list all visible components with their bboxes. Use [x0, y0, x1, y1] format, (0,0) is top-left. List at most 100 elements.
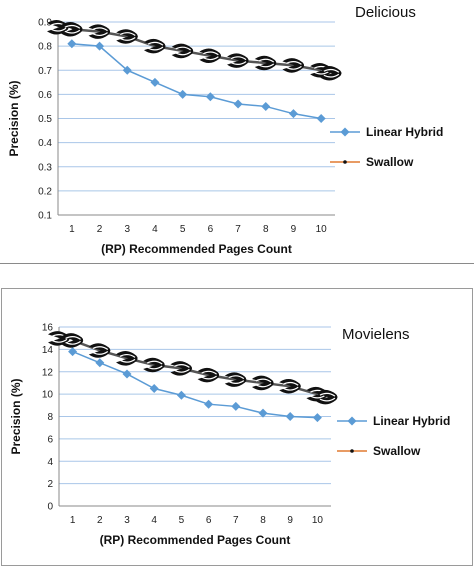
- legend-marker-linear-hybrid: [340, 127, 350, 137]
- data-point-swallow: [254, 55, 277, 71]
- data-point-linear-hybrid: [204, 399, 214, 409]
- x-tick-label: 6: [206, 515, 212, 526]
- y-tick-label: 4: [47, 457, 53, 468]
- chart-delicious: 0.1 0.2 0.3 0.4 0.5 0.6 0.7 0.8 0.9 1 2 3 4 5 6 7 8 9 10 (R…: [7, 4, 443, 256]
- x-tick-label: 10: [312, 515, 324, 526]
- data-point-swallow: [197, 367, 220, 383]
- data-point-linear-hybrid: [316, 114, 326, 123]
- data-point-swallow: [252, 375, 274, 391]
- data-point-linear-hybrid: [122, 65, 132, 75]
- x-tick-label: 5: [179, 515, 185, 526]
- data-point-swallow: [48, 331, 70, 346]
- x-axis-label: (RP) Recommended Pages Count: [101, 242, 292, 256]
- data-point-swallow: [199, 48, 221, 64]
- x-tick-label: 5: [180, 224, 186, 235]
- data-point-swallow: [171, 43, 194, 59]
- y-tick-label: 14: [42, 345, 54, 356]
- data-point-swallow: [282, 58, 304, 73]
- x-tick-label: 8: [263, 224, 269, 235]
- data-point-linear-hybrid: [258, 408, 268, 418]
- y-tick-label: 0.6: [38, 90, 52, 101]
- legend-label-swallow: Swallow: [366, 155, 414, 169]
- data-point-swallow: [116, 29, 138, 44]
- legend-label-linear-hybrid: Linear Hybrid: [366, 125, 443, 139]
- data-point-linear-hybrid: [122, 369, 132, 379]
- x-tick-label: 7: [233, 515, 239, 526]
- series-line-swallow: [71, 27, 322, 72]
- y-tick-label: 0.4: [38, 138, 52, 149]
- x-tick-label: 9: [287, 515, 293, 526]
- legend-label-swallow: Swallow: [373, 444, 421, 458]
- y-tick-label: 10: [42, 390, 54, 401]
- chart-panel-delicious: 0.1 0.2 0.3 0.4 0.5 0.6 0.7 0.8 0.9 1 2 3 4 5 6 7 8 9 10 (R…: [0, 0, 474, 262]
- data-point-linear-hybrid: [231, 401, 241, 411]
- x-tick-label: 2: [97, 515, 103, 526]
- data-point-swallow: [88, 343, 111, 358]
- panel-divider: [0, 263, 474, 264]
- series-line-swallow: [72, 339, 318, 396]
- data-point-linear-hybrid: [95, 358, 105, 368]
- legend-marker-linear-hybrid: [347, 416, 357, 426]
- data-point-swallow: [279, 379, 301, 394]
- data-point-swallow: [88, 24, 111, 39]
- data-point-swallow: [143, 357, 165, 373]
- y-tick-label: 6: [47, 434, 53, 445]
- y-axis-label: Precision (%): [7, 80, 21, 156]
- x-tick-label: 7: [235, 224, 241, 235]
- x-tick-label: 10: [316, 224, 328, 235]
- data-point-swallow: [224, 372, 247, 387]
- x-tick-label: 4: [152, 224, 158, 235]
- y-tick-label: 8: [47, 412, 53, 423]
- y-tick-label: 0.7: [38, 66, 52, 77]
- data-point-linear-hybrid: [149, 384, 159, 394]
- y-tick-label: 2: [47, 479, 53, 490]
- chart-title: Delicious: [355, 4, 416, 21]
- data-point-linear-hybrid: [233, 99, 243, 109]
- data-point-linear-hybrid: [261, 101, 271, 111]
- y-tick-label: 0: [47, 502, 53, 513]
- data-point-linear-hybrid: [67, 39, 77, 49]
- x-axis-label: (RP) Recommended Pages Count: [100, 533, 291, 547]
- legend-marker-swallow: [350, 449, 354, 453]
- y-tick-label: 0.5: [38, 114, 52, 125]
- y-tick-label: 0.8: [38, 42, 52, 53]
- data-point-linear-hybrid: [288, 109, 298, 119]
- data-point-linear-hybrid: [178, 89, 188, 99]
- x-tick-label: 1: [69, 224, 75, 235]
- data-point-swallow: [315, 389, 338, 405]
- legend-label-linear-hybrid: Linear Hybrid: [373, 414, 450, 428]
- data-point-linear-hybrid: [205, 92, 215, 102]
- data-point-swallow: [60, 21, 83, 37]
- y-tick-label: 0.2: [38, 186, 52, 197]
- data-point-swallow: [227, 53, 249, 68]
- x-tick-label: 4: [151, 515, 157, 526]
- data-point-linear-hybrid: [176, 390, 186, 400]
- data-point-swallow: [170, 361, 192, 376]
- data-point-swallow: [319, 65, 342, 81]
- chart-title: Movielens: [342, 326, 410, 343]
- x-tick-label: 2: [97, 224, 103, 235]
- data-point-linear-hybrid: [95, 41, 105, 51]
- y-tick-label: 0.9: [38, 18, 52, 29]
- y-tick-label: 12: [42, 367, 54, 378]
- x-tick-label: 3: [124, 515, 130, 526]
- y-axis-label: Precision (%): [9, 378, 23, 454]
- legend-marker-swallow: [343, 160, 347, 164]
- data-point-swallow: [143, 38, 166, 54]
- data-point-linear-hybrid: [68, 347, 78, 357]
- x-tick-label: 6: [208, 224, 214, 235]
- x-tick-label: 8: [260, 515, 266, 526]
- chart-panel-movielens: 0 2 4 6 8 10 12 14 16 1 2 3 4 5 6 7 8 9 10 (RP) Recommended…: [1, 288, 473, 566]
- x-tick-label: 1: [70, 515, 76, 526]
- data-point-linear-hybrid: [285, 412, 295, 421]
- x-tick-label: 3: [124, 224, 130, 235]
- data-point-linear-hybrid: [150, 77, 160, 87]
- y-tick-label: 16: [42, 323, 54, 334]
- y-tick-label: 0.1: [38, 211, 52, 222]
- data-point-linear-hybrid: [312, 413, 322, 423]
- series-line-linear-hybrid: [72, 350, 318, 419]
- series-line-linear-hybrid: [71, 42, 322, 120]
- data-point-swallow: [61, 333, 84, 348]
- data-point-swallow: [116, 351, 138, 366]
